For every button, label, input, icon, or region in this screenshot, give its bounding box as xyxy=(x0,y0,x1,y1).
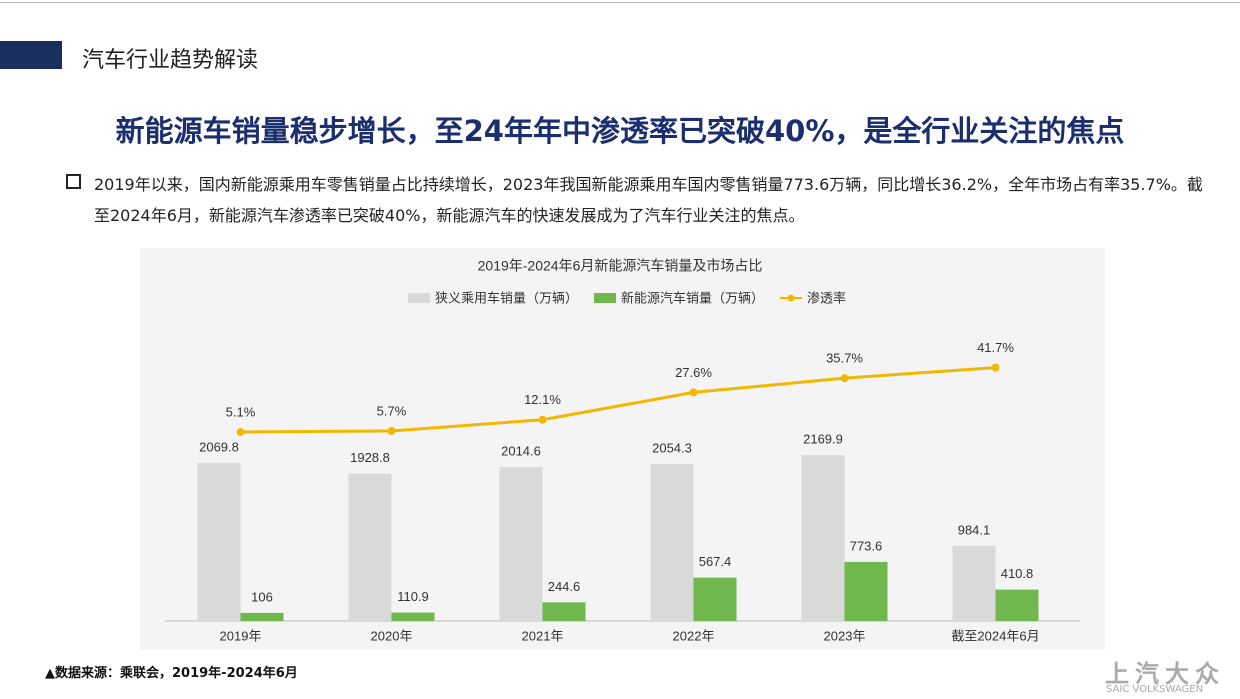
bar-value-label: 2169.9 xyxy=(803,432,843,447)
bar xyxy=(650,464,694,621)
legend-label: 新能源汽车销量（万辆） xyxy=(621,290,764,305)
x-tick-label: 2021年 xyxy=(522,628,564,643)
bar xyxy=(499,467,543,621)
legend-label: 狭义乘用车销量（万辆） xyxy=(435,290,578,305)
bar xyxy=(542,602,586,621)
bar-value-label: 110.9 xyxy=(397,589,429,604)
bullet-icon xyxy=(66,174,81,189)
bar-value-label: 567.4 xyxy=(699,554,732,569)
legend-swatch xyxy=(408,293,430,303)
bar-value-label: 2069.8 xyxy=(199,439,239,454)
line-point xyxy=(689,388,698,397)
logo-sub: SAIC VOLKSWAGEN xyxy=(1106,684,1204,695)
bar xyxy=(801,455,845,621)
line-value-label: 5.7% xyxy=(377,403,407,418)
bar xyxy=(844,561,888,621)
line-point xyxy=(387,426,396,435)
top-rule xyxy=(0,2,1240,3)
bullet-text: 2019年以来，国内新能源乘用车零售销量占比持续增长，2023年我国新能源乘用车… xyxy=(94,175,1203,225)
x-tick-label: 2020年 xyxy=(371,628,413,643)
bar-value-label: 984.1 xyxy=(958,522,991,537)
bar xyxy=(952,545,996,621)
legend-swatch xyxy=(594,293,617,303)
x-tick-label: 2023年 xyxy=(824,628,866,643)
line-value-label: 5.1% xyxy=(226,404,256,419)
source: ▲数据来源：乘联会，2019年-2024年6月 xyxy=(45,666,298,681)
x-tick-label: 2019年 xyxy=(220,628,262,643)
legend-swatch xyxy=(787,294,795,302)
bar-value-label: 2014.6 xyxy=(501,444,541,459)
x-tick-label: 截至2024年6月 xyxy=(951,628,1039,643)
logo: 上汽大众 xyxy=(1105,660,1225,688)
line-value-label: 41.7% xyxy=(977,340,1014,355)
line-value-label: 27.6% xyxy=(675,365,712,380)
bar-value-label: 1928.8 xyxy=(350,450,390,465)
bar-value-label: 244.6 xyxy=(548,579,581,594)
line-value-label: 35.7% xyxy=(826,351,863,366)
legend-label: 渗透率 xyxy=(807,290,846,305)
line-point xyxy=(840,374,849,383)
bar xyxy=(391,612,435,621)
bar-value-label: 2054.3 xyxy=(652,440,692,455)
chart-background xyxy=(140,248,1105,650)
bar-value-label: 106 xyxy=(251,589,273,604)
bar xyxy=(348,473,392,621)
bar xyxy=(240,612,284,621)
line-point xyxy=(991,363,1000,372)
chart-title: 2019年-2024年6月新能源汽车销量及市场占比 xyxy=(478,258,763,274)
line-value-label: 12.1% xyxy=(524,392,561,407)
bar xyxy=(197,462,241,621)
bar xyxy=(995,589,1039,621)
section-title: 汽车行业趋势解读 xyxy=(82,48,259,73)
x-tick-label: 2022年 xyxy=(673,628,715,643)
header-block xyxy=(0,41,62,69)
bar-value-label: 410.8 xyxy=(1001,566,1034,581)
bar xyxy=(693,577,737,621)
line-point xyxy=(538,415,547,424)
line-point xyxy=(236,428,245,437)
slide-title: 新能源车销量稳步增长，至24年年中渗透率已突破40%，是全行业关注的焦点 xyxy=(115,114,1125,148)
bar-value-label: 773.6 xyxy=(850,538,883,553)
line xyxy=(240,366,996,434)
